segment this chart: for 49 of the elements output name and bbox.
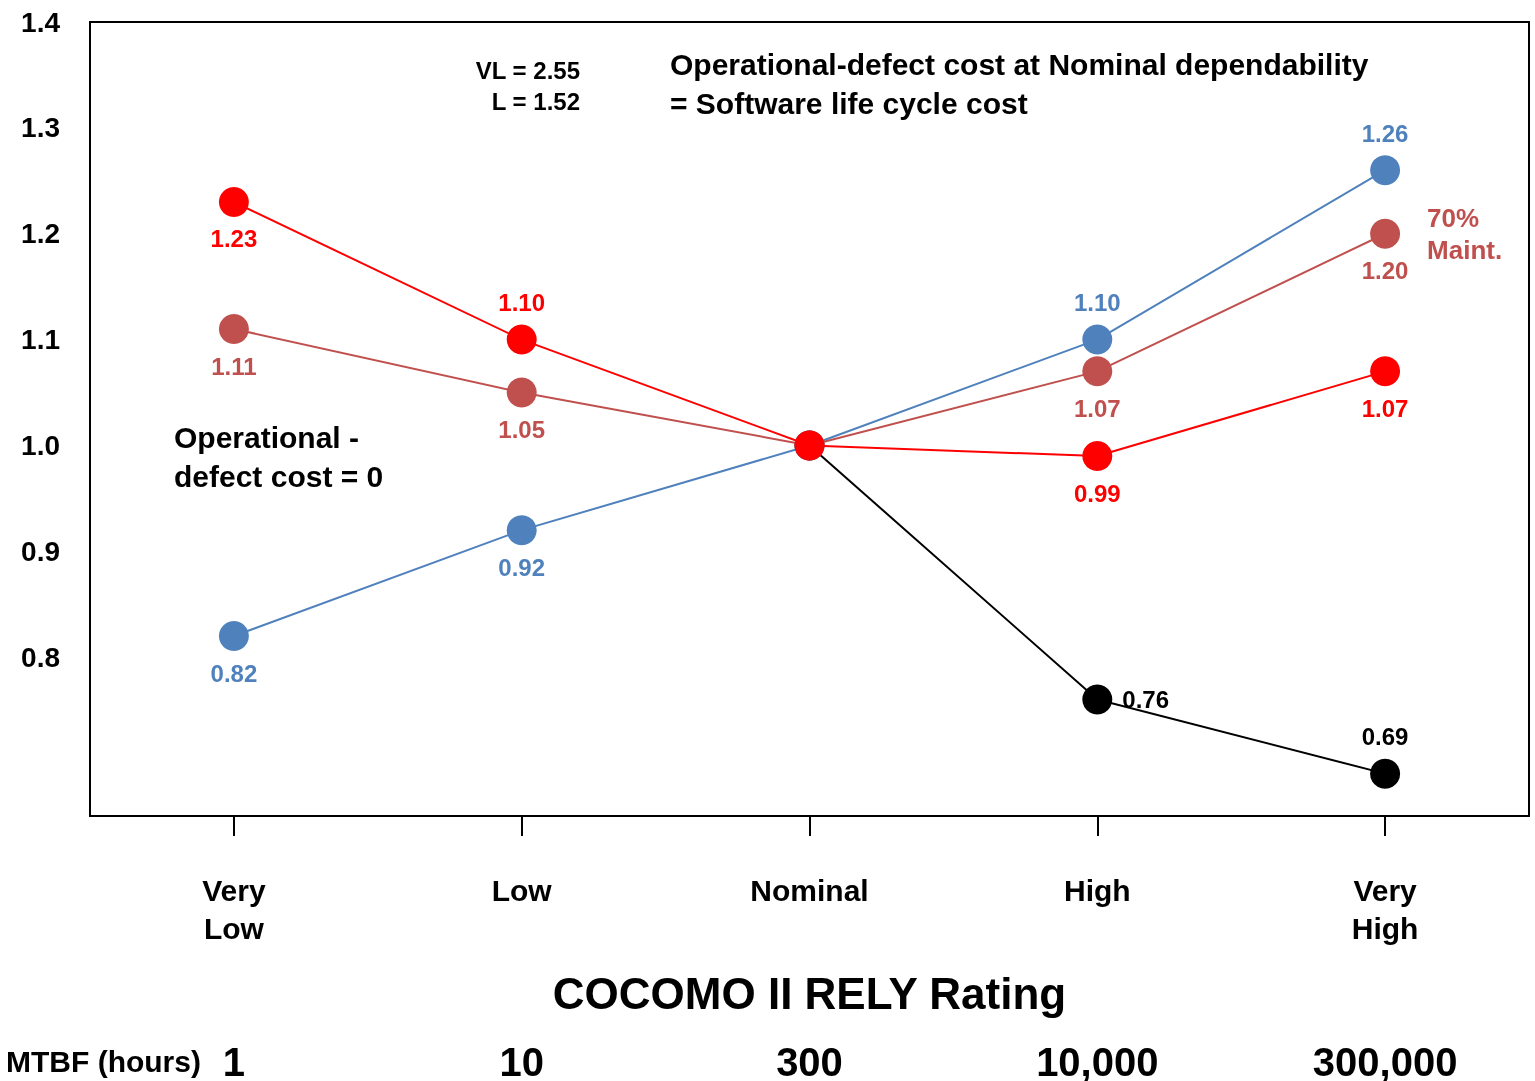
y-tick-label: 1.4 [21, 6, 61, 38]
data-label: 1.11 [211, 352, 257, 380]
x-tick-label: High [1063, 873, 1131, 907]
text: 1 [222, 1040, 246, 1081]
annotation: VL = 2.55 L = 1.52 [475, 57, 580, 116]
text: MTBF (hours) [6, 1045, 201, 1078]
data-label: 1.20 [1361, 257, 1409, 285]
x-tick-label: Nominal [750, 873, 869, 907]
data-label: 1.07 [1361, 394, 1409, 422]
x-tick-label: Very High [1351, 873, 1419, 945]
y-tick-label: 1.0 [21, 429, 60, 461]
point [506, 515, 537, 546]
data-label: 1.26 [1361, 119, 1409, 147]
point [1370, 218, 1401, 249]
x-tick-label: Low [491, 873, 553, 907]
point [1370, 356, 1401, 387]
point [1370, 155, 1401, 186]
y-tick-label: 1.1 [21, 324, 60, 356]
series-label: 70% Maint. [1427, 202, 1503, 265]
point [506, 324, 537, 355]
point [218, 186, 249, 217]
point [1082, 441, 1113, 472]
y-tick-label: 0.8 [21, 641, 60, 673]
data-label: 1.07 [1073, 394, 1121, 422]
y-tick-label: 0.9 [21, 535, 60, 567]
data-label: 0.92 [498, 553, 546, 581]
point [1082, 324, 1113, 355]
text: 300 [776, 1040, 843, 1081]
text: 10 [499, 1040, 544, 1081]
data-label: 1.23 [210, 225, 258, 253]
point [1082, 684, 1113, 715]
data-label: 0.69 [1361, 723, 1409, 751]
data-label: 1.10 [1073, 289, 1121, 317]
point [218, 621, 249, 652]
data-label: 0.99 [1073, 479, 1121, 507]
point [218, 314, 249, 344]
data-label: 1.05 [498, 416, 546, 444]
data-label: 0.82 [210, 659, 258, 687]
x-axis-title: COCOMO II RELY Rating [552, 968, 1067, 1018]
y-tick-label: 1.2 [21, 218, 60, 250]
annotation: Operational - defect cost = 0 [174, 421, 384, 493]
y-tick-label: 1.3 [21, 112, 60, 144]
point [1082, 356, 1113, 387]
annotation: Operational-defect cost at Nominal dependability = Software life cycle cost [670, 48, 1369, 120]
data-label: 0.76 [1122, 686, 1170, 714]
point [506, 377, 537, 408]
point [1370, 758, 1401, 789]
data-label: 1.10 [498, 289, 546, 317]
x-tick-label: Very Low [202, 873, 266, 945]
